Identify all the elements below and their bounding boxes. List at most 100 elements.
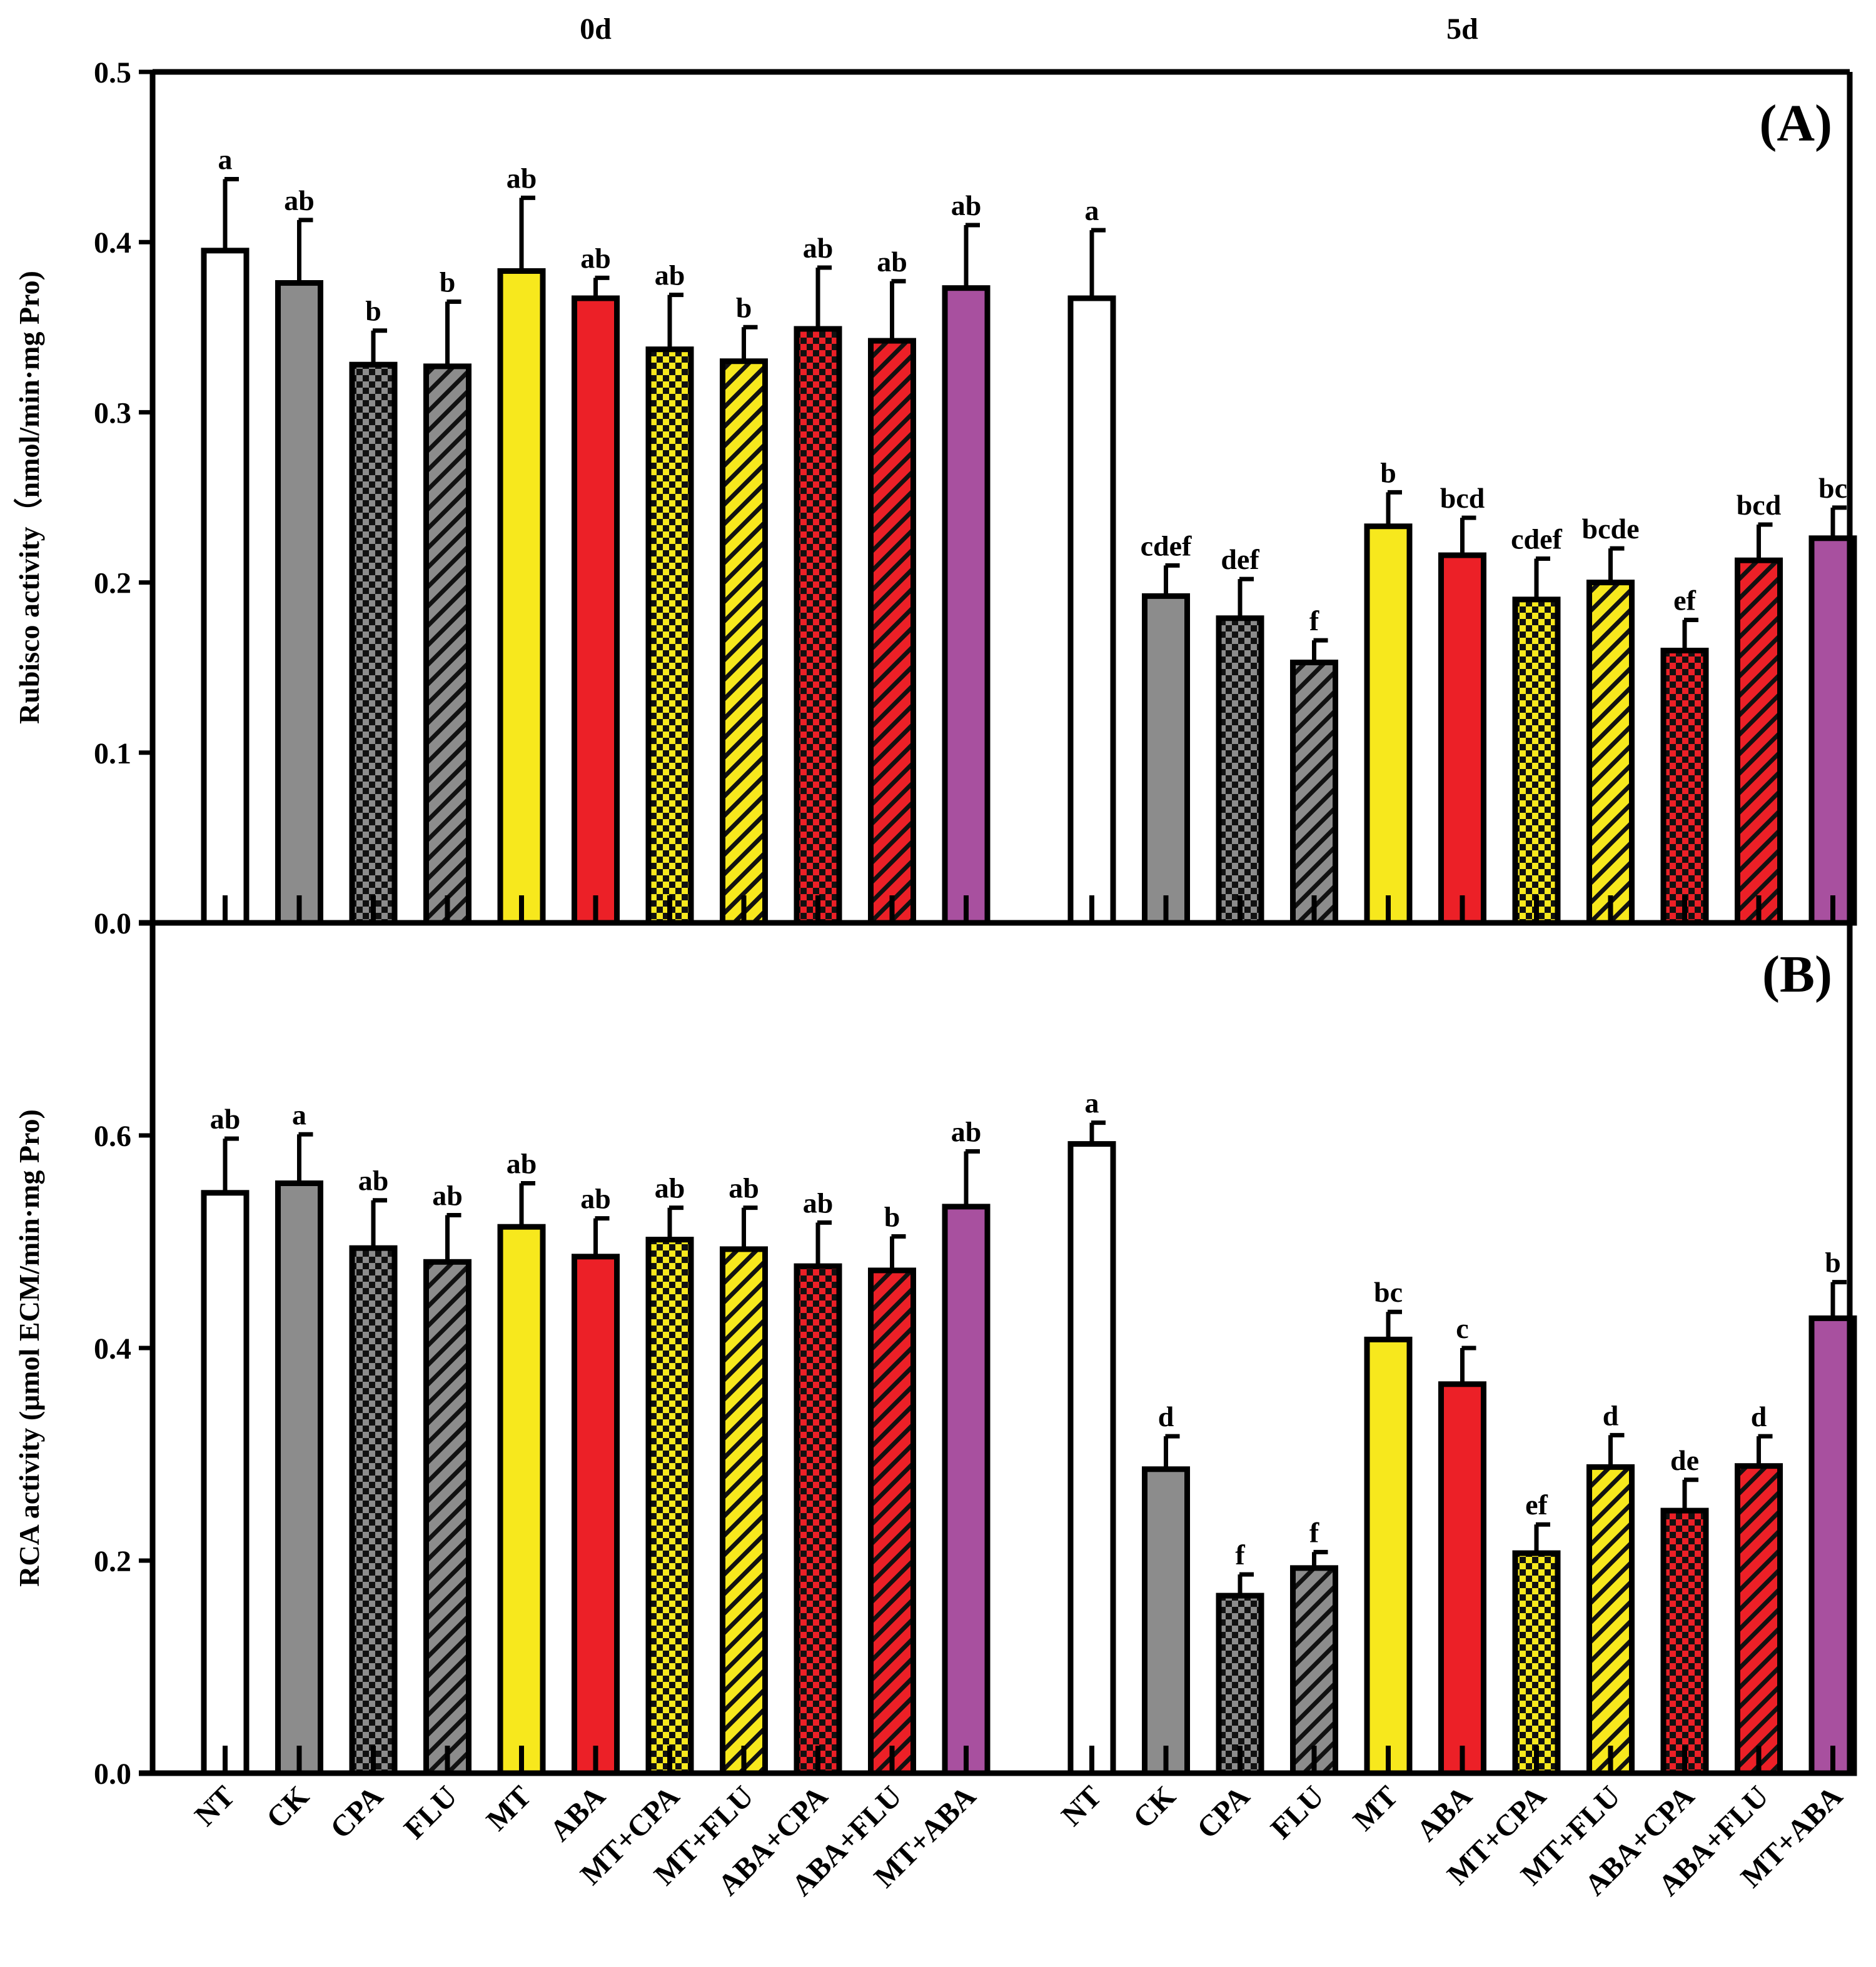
significance-letter: b (365, 295, 381, 327)
bar-mt-cpa (1512, 596, 1561, 926)
bar-aba-flu (1735, 557, 1783, 926)
panel-label: (B) (1762, 945, 1832, 1004)
bar-mt-cpa (645, 1237, 694, 1776)
bar-aba-cpa (794, 1263, 842, 1776)
bar-cpa (349, 1245, 398, 1776)
significance-letter: ab (803, 232, 834, 264)
bar-aba (1438, 552, 1486, 926)
y-tick-label: 0.1 (94, 737, 131, 770)
significance-letter: b (1825, 1247, 1841, 1279)
y-tick-label: 0.6 (94, 1120, 131, 1153)
significance-letter: bcd (1737, 489, 1782, 521)
bar-nt (1067, 1141, 1116, 1776)
x-tick-label: FLU (1264, 1779, 1330, 1845)
significance-letter: ab (580, 1183, 611, 1215)
bar-mt-cpa (1512, 1550, 1561, 1776)
bar-aba-flu (868, 338, 916, 926)
bar-mt (497, 1224, 546, 1776)
x-tick-label: ABA (1410, 1779, 1478, 1848)
y-tick-label: 0.5 (94, 56, 131, 89)
significance-letter: ab (951, 189, 982, 221)
x-tick-label: MT (1347, 1779, 1404, 1837)
bar-cpa (1216, 615, 1264, 926)
significance-letter: b (1380, 456, 1396, 488)
bar-mt-aba (942, 285, 991, 926)
significance-letter: b (736, 291, 752, 323)
x-tick-label: CPA (1191, 1779, 1256, 1845)
x-tick-label: NT (1055, 1779, 1108, 1833)
bar-mt-flu (720, 358, 768, 926)
y-tick-label: 0.3 (94, 396, 131, 430)
y-tick-label: 0.2 (94, 1545, 131, 1578)
significance-letter: ab (580, 242, 611, 274)
significance-letter: ab (358, 1165, 389, 1197)
bar-aba-flu (1735, 1463, 1783, 1776)
bar-cpa (349, 361, 398, 926)
bar-mt-flu (1586, 580, 1635, 926)
significance-letter: c (1456, 1312, 1468, 1344)
group-label-0d: 0d (580, 13, 612, 46)
bar-nt (201, 248, 250, 926)
significance-letter: ab (877, 246, 907, 278)
significance-letter: ef (1673, 584, 1696, 616)
significance-letter: ab (507, 162, 537, 194)
y-tick-label: 0.4 (94, 226, 131, 259)
significance-letter: ab (507, 1148, 537, 1180)
significance-letter: ab (655, 1172, 685, 1204)
significance-letter: cdef (1141, 530, 1192, 561)
bar-mt (1364, 1336, 1413, 1776)
bar-mt-cpa (645, 346, 694, 926)
significance-letter: d (1603, 1399, 1619, 1431)
x-tick-label: ABA (543, 1779, 612, 1848)
bar-flu (1290, 660, 1338, 926)
significance-letter: ab (432, 1180, 463, 1212)
bar-mt-flu (720, 1246, 768, 1776)
significance-letter: def (1221, 543, 1259, 575)
bar-cpa (1216, 1592, 1264, 1776)
bar-mt-aba (942, 1204, 991, 1776)
bar-mt (1364, 523, 1413, 926)
bar-flu (423, 363, 472, 926)
significance-letter: ab (284, 184, 315, 216)
bar-aba (572, 295, 620, 926)
x-tick-label: CK (1127, 1779, 1182, 1834)
significance-letter: ab (655, 259, 685, 291)
bar-aba-flu (868, 1267, 916, 1776)
x-tick-label: NT (188, 1779, 241, 1833)
significance-letter: a (1085, 194, 1099, 226)
significance-letter: ab (803, 1187, 834, 1219)
group-label-5d: 5d (1446, 13, 1478, 46)
y-axis-label: Rubisco activity（nmol/min·mg Pro) (13, 271, 45, 724)
bar-aba (572, 1254, 620, 1776)
bar-aba-cpa (1660, 1507, 1709, 1776)
bar-mt (497, 268, 546, 926)
significance-letter: a (292, 1099, 306, 1130)
panel-label: (A) (1759, 94, 1832, 153)
bar-flu (1290, 1565, 1338, 1776)
significance-letter: cdef (1511, 523, 1562, 555)
significance-letter: ab (729, 1172, 759, 1204)
significance-letter: f (1309, 605, 1319, 636)
bar-mt-flu (1586, 1464, 1635, 1776)
significance-letter: de (1670, 1444, 1699, 1476)
bar-flu (423, 1259, 472, 1776)
bar-nt (201, 1190, 250, 1776)
y-tick-label: 0.0 (94, 907, 131, 940)
x-tick-label: CPA (324, 1779, 390, 1845)
x-tick-label: MT (480, 1779, 538, 1837)
x-tick-label: FLU (398, 1779, 463, 1845)
significance-letter: ab (951, 1116, 982, 1148)
significance-letter: bc (1818, 472, 1847, 504)
significance-letter: a (218, 143, 233, 175)
significance-letter: f (1309, 1516, 1319, 1548)
significance-letter: bc (1374, 1276, 1403, 1308)
bar-ck (1142, 593, 1190, 926)
x-tick-label: CK (260, 1779, 315, 1834)
bar-nt (1067, 295, 1116, 926)
significance-letter: d (1751, 1401, 1767, 1432)
bar-ck (275, 280, 323, 926)
significance-letter: b (884, 1201, 900, 1233)
bar-aba-cpa (794, 326, 842, 926)
bar-aba (1438, 1381, 1486, 1776)
